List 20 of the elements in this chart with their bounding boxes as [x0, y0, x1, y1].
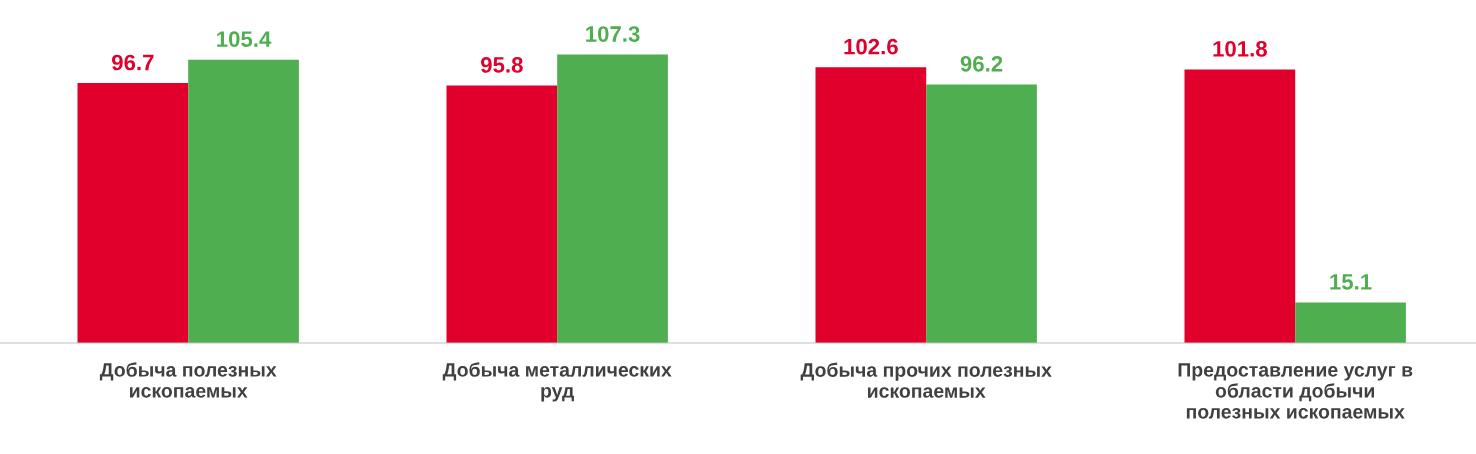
- data-label: 95.8: [480, 57, 523, 73]
- bar: [1184, 69, 1296, 343]
- bar: [446, 85, 558, 343]
- x-tick-label: Добыча прочих полезных ископаемых: [800, 362, 1052, 398]
- data-label: 102.6: [844, 38, 898, 55]
- x-tick-label: Предоставление услуг в области добычи полезных ископаемых: [1178, 363, 1413, 419]
- x-tick-label: Добыча полезных ископаемых: [99, 362, 277, 398]
- bar: [557, 54, 668, 343]
- data-label: 105.4: [217, 31, 272, 47]
- data-label: 101.8: [1213, 40, 1267, 57]
- x-tick-label: Добыча металлических руд: [442, 362, 672, 402]
- data-label: 96.7: [111, 54, 154, 71]
- bar: [815, 67, 927, 343]
- bar: [1295, 302, 1406, 343]
- bar: [926, 84, 1037, 343]
- bar: [188, 59, 299, 343]
- bar: [77, 83, 189, 343]
- data-label: 107.3: [586, 26, 640, 42]
- data-label: 15.1: [1330, 274, 1372, 290]
- data-label: 96.2: [960, 55, 1003, 72]
